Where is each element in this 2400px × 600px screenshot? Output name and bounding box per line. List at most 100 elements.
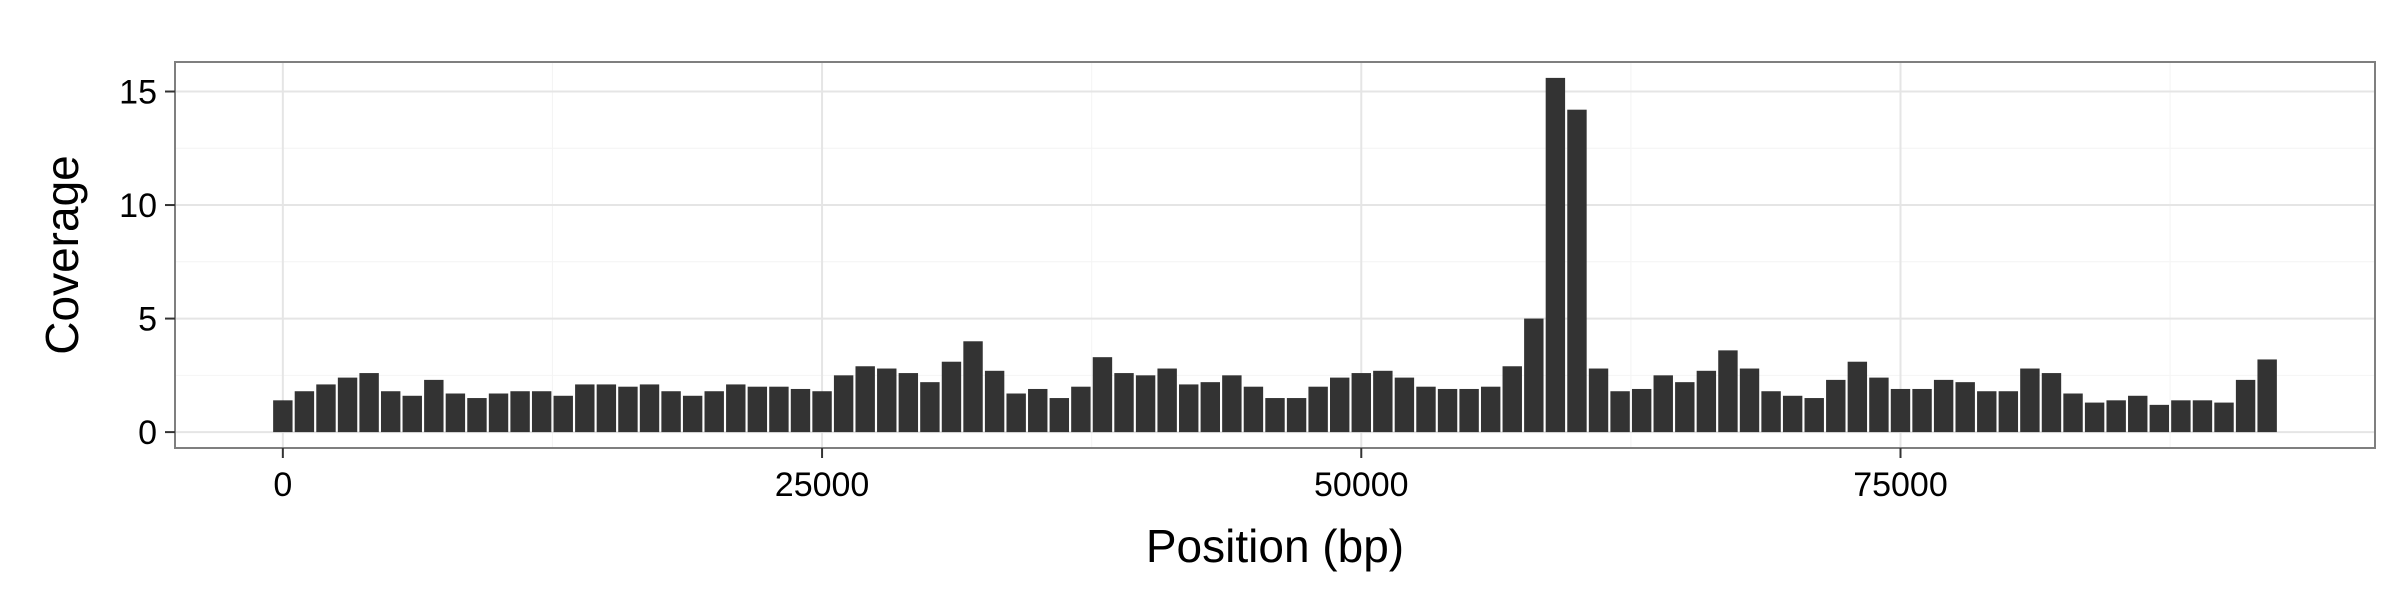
bar bbox=[1847, 361, 1868, 433]
bar bbox=[1351, 373, 1371, 433]
bar bbox=[2192, 400, 2213, 433]
bar bbox=[790, 388, 811, 433]
bar bbox=[941, 361, 962, 433]
y-tick-label: 0 bbox=[138, 414, 157, 452]
x-axis: 0 25000 50000 75000 bbox=[273, 448, 1948, 504]
bar bbox=[639, 384, 660, 433]
major-gridlines bbox=[175, 62, 2375, 448]
bar bbox=[1028, 388, 1048, 433]
bar bbox=[2257, 359, 2277, 433]
bar bbox=[402, 395, 422, 433]
bar bbox=[1502, 366, 1522, 433]
bar bbox=[1416, 386, 1436, 433]
bar bbox=[1761, 391, 1781, 433]
bar bbox=[1567, 109, 1587, 433]
plot-panel bbox=[175, 62, 2375, 448]
bar bbox=[898, 373, 919, 433]
minor-gridlines bbox=[175, 62, 2375, 448]
bar bbox=[2041, 373, 2062, 433]
bar bbox=[877, 368, 897, 433]
y-tick-label: 15 bbox=[119, 74, 157, 112]
x-tick-label: 50000 bbox=[1314, 466, 1409, 504]
bar bbox=[488, 393, 509, 433]
bar bbox=[1610, 391, 1630, 433]
bar bbox=[1739, 368, 1760, 433]
bar bbox=[2084, 402, 2105, 433]
bar bbox=[1998, 391, 2019, 433]
bar bbox=[1286, 398, 1307, 433]
bar bbox=[618, 386, 638, 433]
bar bbox=[467, 398, 487, 433]
bar bbox=[316, 384, 336, 433]
bar bbox=[1955, 382, 1975, 433]
bar bbox=[337, 377, 358, 433]
bar bbox=[769, 386, 789, 433]
bar bbox=[1265, 398, 1285, 433]
bar bbox=[273, 400, 293, 433]
x-tick-label: 75000 bbox=[1853, 466, 1948, 504]
bar bbox=[553, 395, 573, 433]
bar-series bbox=[273, 77, 2277, 433]
y-axis-title: Coverage bbox=[36, 155, 88, 354]
bar bbox=[2020, 368, 2040, 433]
bar bbox=[1804, 398, 1824, 433]
bar bbox=[1394, 377, 1415, 433]
bar bbox=[1782, 395, 1803, 433]
bar bbox=[424, 379, 444, 433]
bar bbox=[812, 391, 832, 433]
bar bbox=[1157, 368, 1177, 433]
bar bbox=[1653, 375, 1673, 433]
bar bbox=[1826, 379, 1846, 433]
bar bbox=[2149, 404, 2170, 433]
bar bbox=[2063, 393, 2083, 433]
bar bbox=[294, 391, 315, 433]
bar bbox=[2214, 402, 2234, 433]
bar bbox=[1631, 388, 1652, 433]
bar bbox=[833, 375, 854, 433]
bar bbox=[1459, 388, 1479, 433]
bar bbox=[2106, 400, 2126, 433]
bar bbox=[1135, 375, 1156, 433]
bar bbox=[704, 391, 724, 433]
bar bbox=[1437, 388, 1458, 433]
x-tick-label: 0 bbox=[273, 466, 292, 504]
bar bbox=[1092, 357, 1113, 433]
bar bbox=[2128, 395, 2148, 433]
bar bbox=[1912, 388, 1932, 433]
y-tick-label: 5 bbox=[138, 301, 157, 339]
y-tick-label: 10 bbox=[119, 187, 157, 225]
bar bbox=[1933, 379, 1954, 433]
bar bbox=[359, 373, 379, 433]
y-axis: 0 5 10 15 bbox=[119, 74, 175, 452]
bar bbox=[531, 391, 552, 433]
bar bbox=[575, 384, 595, 433]
plot-border bbox=[174, 61, 2376, 449]
bar bbox=[510, 391, 530, 433]
bar bbox=[855, 366, 875, 433]
bar bbox=[1222, 375, 1242, 433]
bar bbox=[1869, 377, 1889, 433]
bar bbox=[1718, 350, 1738, 433]
bar bbox=[661, 391, 681, 433]
bar bbox=[984, 370, 1005, 433]
bar bbox=[1524, 318, 1544, 433]
bar bbox=[1588, 368, 1609, 433]
bar bbox=[2171, 400, 2191, 433]
bar bbox=[2235, 379, 2256, 433]
bar bbox=[1114, 373, 1134, 433]
bar bbox=[682, 395, 703, 433]
bar bbox=[726, 384, 746, 433]
bar bbox=[1308, 386, 1328, 433]
bar bbox=[1006, 393, 1026, 433]
bar bbox=[1545, 77, 1566, 433]
bar bbox=[1480, 386, 1501, 433]
bar bbox=[747, 386, 768, 433]
bar bbox=[963, 341, 983, 433]
bar bbox=[1330, 377, 1350, 433]
x-axis-title: Position (bp) bbox=[1146, 520, 1404, 572]
bar bbox=[596, 384, 617, 433]
bar bbox=[1373, 370, 1393, 433]
bar bbox=[1049, 398, 1070, 433]
bar bbox=[1243, 386, 1264, 433]
